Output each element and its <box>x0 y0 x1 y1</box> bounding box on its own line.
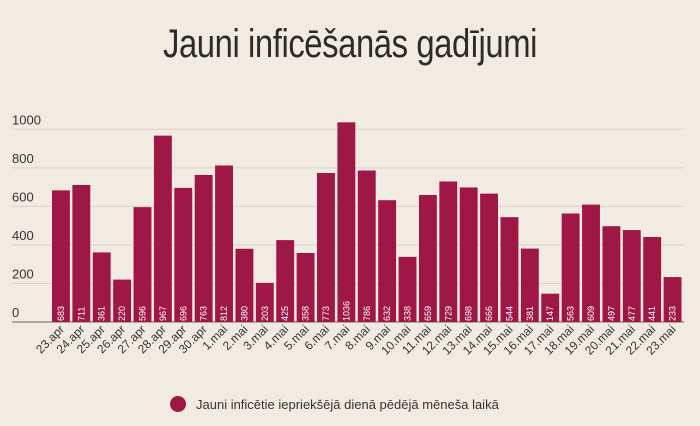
data-label: 338 <box>403 306 413 321</box>
bar <box>663 277 682 322</box>
bar <box>500 217 519 322</box>
data-label: 425 <box>280 306 290 321</box>
data-label: 497 <box>606 306 616 321</box>
y-tick-label: 0 <box>12 305 19 320</box>
data-label: 696 <box>178 306 188 321</box>
data-label: 659 <box>423 306 433 321</box>
bar-chart: 0200400600800100068323.apr71124.apr36125… <box>12 112 684 358</box>
bar <box>317 173 335 322</box>
bar <box>541 293 560 322</box>
bar <box>520 248 539 322</box>
data-label: 544 <box>504 306 514 321</box>
bar <box>276 240 295 322</box>
y-tick-label: 600 <box>12 189 34 204</box>
bar <box>459 187 478 322</box>
data-label: 203 <box>260 306 270 321</box>
data-label: 220 <box>117 306 127 321</box>
bar <box>582 204 600 322</box>
bar <box>480 193 499 322</box>
data-label: 477 <box>627 306 637 321</box>
data-label: 147 <box>545 306 555 321</box>
bar <box>378 200 397 322</box>
bar <box>92 252 111 322</box>
bar <box>235 248 254 322</box>
chart-title: Jauni inficēšanās gadījumi <box>162 22 538 66</box>
bar <box>174 187 193 322</box>
bar <box>113 279 132 322</box>
bar <box>296 253 315 322</box>
bar <box>602 226 621 322</box>
bar <box>357 170 376 322</box>
data-label: 773 <box>321 306 331 321</box>
data-label: 763 <box>199 306 209 321</box>
legend: Jauni inficētie iepriekšējā dienā pēdējā… <box>170 396 499 412</box>
data-label: 729 <box>443 306 453 321</box>
data-label: 563 <box>566 306 576 321</box>
bar <box>133 207 152 322</box>
legend-label: Jauni inficētie iepriekšējā dienā pēdējā… <box>196 396 499 412</box>
y-tick-label: 200 <box>12 266 34 281</box>
legend-swatch <box>170 396 186 412</box>
bar <box>215 165 233 322</box>
data-label: 381 <box>525 306 535 321</box>
bar <box>337 122 356 322</box>
data-label: 380 <box>239 306 249 321</box>
data-label: 632 <box>382 306 392 321</box>
bar <box>194 174 213 322</box>
data-label: 441 <box>647 306 657 321</box>
bar <box>561 213 580 322</box>
bar <box>52 190 70 322</box>
data-label: 666 <box>484 306 494 321</box>
data-label: 812 <box>219 306 229 321</box>
data-label: 358 <box>301 306 311 321</box>
data-label: 233 <box>668 306 678 321</box>
y-tick-label: 800 <box>12 151 34 166</box>
data-label: 683 <box>56 306 66 321</box>
bar <box>255 282 274 322</box>
data-label: 596 <box>137 306 147 321</box>
y-tick-label: 1000 <box>12 112 41 127</box>
data-label: 1036 <box>341 301 351 321</box>
bar <box>622 230 641 322</box>
bar <box>643 237 662 322</box>
bar <box>439 181 458 322</box>
data-label: 361 <box>97 306 107 321</box>
bar <box>418 194 437 322</box>
bar <box>398 256 417 322</box>
data-label: 786 <box>362 306 372 321</box>
data-label: 698 <box>464 306 474 321</box>
data-label: 609 <box>586 306 596 321</box>
bar <box>72 184 91 322</box>
data-label: 967 <box>158 306 168 321</box>
y-tick-label: 400 <box>12 228 34 243</box>
data-label: 711 <box>76 307 86 321</box>
bar <box>153 135 172 322</box>
